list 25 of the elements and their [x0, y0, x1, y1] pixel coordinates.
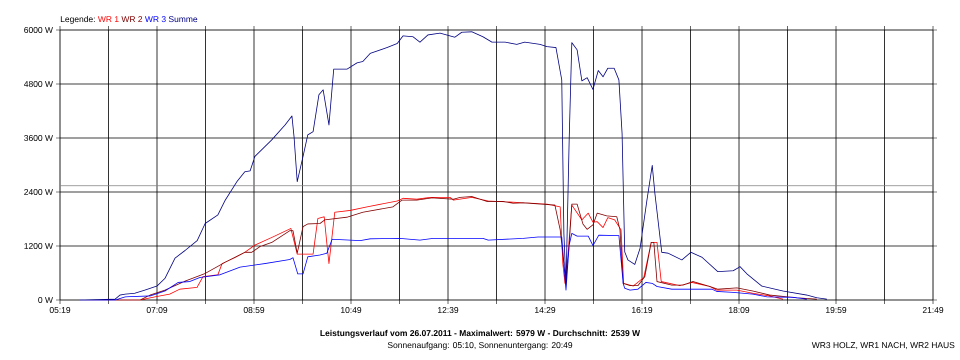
text: Summe [168, 16, 198, 22]
text: WR 3 [144, 16, 166, 22]
y-tick-label: 1200 W [24, 243, 53, 249]
x-tick-label: 18:09 [729, 307, 750, 314]
x-tick-label: 12:39 [438, 307, 458, 314]
y-tick-label: 2400 W [24, 189, 53, 195]
y-tick-label: 0 W [38, 297, 53, 303]
x-tick-label: 05:19 [50, 307, 70, 314]
x-tick-label: 19:59 [826, 307, 846, 314]
x-tick-label: 10:49 [341, 307, 362, 314]
legend-title: Legende: [60, 16, 95, 24]
x-tick-label: 21:49 [922, 307, 944, 314]
y-tick-label: 4800 W [24, 81, 53, 87]
text: WR 2 [121, 16, 142, 22]
text: Sonnenaufgang: 05:10, Sonnenuntergang: 20:49 [388, 342, 572, 350]
x-tick-label: 08:59 [244, 307, 264, 314]
y-tick-label: 3600 W [24, 135, 53, 141]
x-tick-label: 07:09 [146, 307, 168, 314]
line-series [79, 31, 828, 300]
x-tick-label: 16:19 [632, 307, 652, 314]
text: Leistungsverlauf vom 26.07.2011 - Maximalwert: 5979 W - Durchschnitt: 2539 W [320, 330, 640, 338]
y-tick-label: 6000 W [24, 27, 53, 33]
text: WR3 HOLZ, WR1 NACH, WR2 HAUS [812, 342, 954, 350]
text: WR 1 [98, 16, 119, 22]
x-tick-label: 14:29 [535, 307, 556, 314]
